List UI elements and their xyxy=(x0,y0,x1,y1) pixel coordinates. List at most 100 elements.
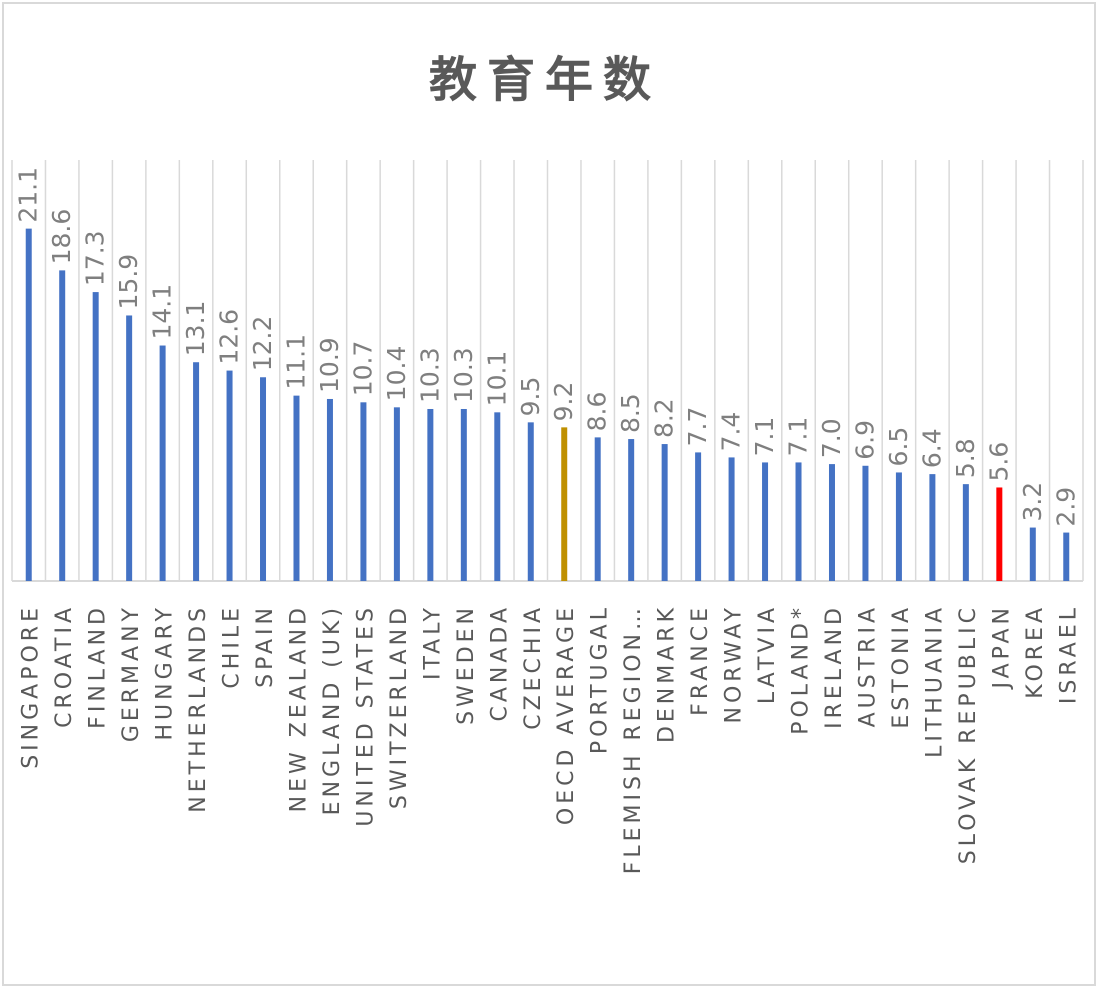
data-label-france: 7.7 xyxy=(683,407,712,447)
bar-finland xyxy=(92,292,99,581)
data-label-chile: 12.6 xyxy=(215,309,244,365)
category-label-united-states: UNITED STATES xyxy=(353,604,378,827)
data-label-united-states: 10.7 xyxy=(348,341,377,397)
category-label-oecd-average: OECD AVERAGE xyxy=(554,604,579,825)
data-label-singapore: 21.1 xyxy=(14,167,43,223)
data-label-norway: 7.4 xyxy=(717,412,746,452)
category-label-denmark: DENMARK xyxy=(655,604,680,743)
bar-sweden xyxy=(460,408,467,581)
category-label-czechia: CZECHIA xyxy=(521,604,546,730)
data-label-flemish-region: 8.5 xyxy=(616,393,645,433)
data-label-poland: 7.1 xyxy=(784,417,813,457)
category-label-norway: NORWAY xyxy=(722,604,747,724)
data-label-portugal: 8.6 xyxy=(583,392,612,432)
data-label-latvia: 7.1 xyxy=(750,417,779,457)
bar-czechia xyxy=(527,422,534,581)
data-label-korea: 3.2 xyxy=(1018,482,1047,522)
bar-flemish-region xyxy=(628,439,635,581)
data-label-estonia: 6.5 xyxy=(884,427,913,467)
bar-netherlands xyxy=(193,362,200,581)
bar-estonia xyxy=(895,472,902,581)
category-label-croatia: CROATIA xyxy=(52,604,77,728)
category-label-finland: FINLAND xyxy=(86,604,111,729)
bar-denmark xyxy=(661,444,668,581)
bar-latvia xyxy=(762,462,769,581)
bar-ireland xyxy=(828,464,835,581)
bar-israel xyxy=(1063,532,1070,581)
data-label-lithuania: 6.4 xyxy=(917,428,946,468)
category-label-flemish-region: FLEMISH REGION… xyxy=(621,604,646,874)
grid-lines xyxy=(11,160,1084,582)
bar-austria xyxy=(862,465,869,581)
category-label-poland: POLAND* xyxy=(789,604,814,735)
category-label-singapore: SINGAPORE xyxy=(19,604,44,769)
data-label-ireland: 7.0 xyxy=(817,418,846,458)
data-labels: 21.118.6 17.3 15.914.1 13.1 12.6 12.2 11.1 10.9… xyxy=(14,167,1081,527)
category-label-new-zealand: NEW ZEALAND xyxy=(286,604,311,812)
data-label-sweden: 10.3 xyxy=(449,347,478,403)
category-label-switzerland: SWITZERLAND xyxy=(387,604,412,809)
category-label-canada: CANADA xyxy=(487,604,512,722)
bar-new-zealand xyxy=(293,395,300,581)
category-label-italy: ITALY xyxy=(420,604,445,680)
category-label-hungary: HUNGARY xyxy=(153,604,178,741)
data-label-new-zealand: 11.1 xyxy=(281,334,310,390)
category-label-lithuania: LITHUANIA xyxy=(922,604,947,758)
category-label-sweden: SWEDEN xyxy=(454,604,479,725)
data-label-italy: 10.3 xyxy=(415,347,444,403)
data-label-japan: 5.6 xyxy=(984,442,1013,482)
bar-germany xyxy=(126,315,133,581)
bar-spain xyxy=(260,377,267,581)
data-label-czechia: 9.5 xyxy=(516,377,545,417)
category-label-japan: JAPAN xyxy=(989,604,1014,691)
category-label-estonia: ESTONIA xyxy=(889,604,914,729)
category-label-austria: AUSTRIA xyxy=(855,604,880,727)
category-labels: SINGAPORE CROATIA FINLAND GERMANY HUNGARY NET… xyxy=(19,604,1082,874)
data-label-canada: 10.1 xyxy=(482,351,511,407)
bar-england-uk xyxy=(326,398,333,581)
category-label-korea: KOREA xyxy=(1023,604,1048,699)
category-label-chile: CHILE xyxy=(220,604,245,689)
bar-singapore xyxy=(25,228,32,581)
data-label-finland: 17.3 xyxy=(81,230,110,286)
category-label-france: FRANCE xyxy=(688,604,713,716)
category-label-netherlands: NETHERLANDS xyxy=(186,604,211,813)
bar-portugal xyxy=(594,437,601,581)
bar-chile xyxy=(226,370,233,581)
bar-canada xyxy=(494,412,501,581)
bar-hungary xyxy=(159,345,166,581)
category-label-portugal: PORTUGAL xyxy=(588,604,613,754)
bar-poland xyxy=(795,462,802,581)
data-label-germany: 15.9 xyxy=(114,254,143,310)
bar-oecd-average xyxy=(561,427,568,581)
bar-france xyxy=(695,452,702,581)
bars xyxy=(25,228,1070,581)
category-label-slovak-republic: SLOVAK REPUBLIC xyxy=(956,604,981,864)
data-label-denmark: 8.2 xyxy=(650,398,679,438)
bar-united-states xyxy=(360,402,367,581)
bar-croatia xyxy=(59,270,66,581)
category-label-england-uk: ENGLAND (UK) xyxy=(320,604,345,815)
data-label-slovak-republic: 5.8 xyxy=(951,438,980,478)
category-label-ireland: IRELAND xyxy=(822,604,847,729)
category-label-israel: ISRAEL xyxy=(1056,604,1081,704)
data-label-hungary: 14.1 xyxy=(148,284,177,340)
category-label-spain: SPAIN xyxy=(253,604,278,688)
bar-slovak-republic xyxy=(962,484,969,581)
bar-japan xyxy=(996,487,1003,581)
bar-lithuania xyxy=(929,474,936,581)
data-label-oecd-average: 9.2 xyxy=(549,382,578,422)
bar-norway xyxy=(728,457,735,581)
data-label-austria: 6.9 xyxy=(850,420,879,460)
data-label-spain: 12.2 xyxy=(248,316,277,372)
bar-korea xyxy=(1029,527,1036,581)
chart-title: 教育年数 xyxy=(428,52,661,108)
category-label-latvia: LATVIA xyxy=(755,604,780,704)
data-label-israel: 2.9 xyxy=(1051,487,1080,527)
data-label-croatia: 18.6 xyxy=(47,209,76,265)
data-label-switzerland: 10.4 xyxy=(382,346,411,402)
data-label-netherlands: 13.1 xyxy=(181,301,210,357)
bar-switzerland xyxy=(393,407,400,581)
